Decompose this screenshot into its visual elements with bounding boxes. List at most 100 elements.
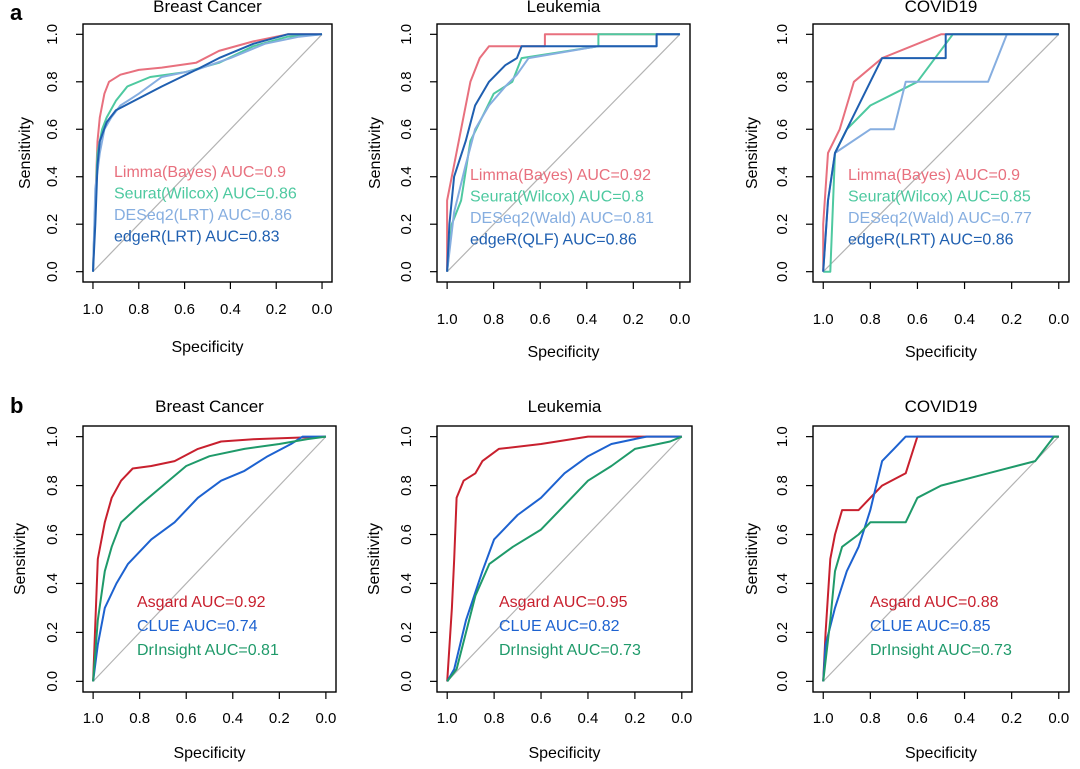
- legend-entry-drinsight: DrInsight AUC=0.73: [499, 642, 641, 659]
- panel-label-b: b: [10, 393, 23, 418]
- plot-frame: [436, 23, 691, 283]
- chart-title: Leukemia: [527, 0, 601, 16]
- x-tick-label: 1.0: [437, 311, 458, 328]
- y-tick-label: 0.2: [44, 214, 61, 235]
- roc-curve-drinsight: [822, 435, 1059, 682]
- roc-plot-2: Leukemia 1.0 0.8 0.6 0.4 0.2 0.0 0.0 0.2 0.4 0.6 0.…: [367, 0, 691, 361]
- chart-title: Leukemia: [528, 397, 602, 416]
- plot-frame: [812, 23, 1070, 283]
- legend-entry-deseq2: DESeq2(Wald) AUC=0.81: [470, 210, 654, 227]
- diagonal-reference-line: [822, 33, 1060, 273]
- y-axis-label: Sensitivity: [744, 117, 761, 189]
- y-tick-label: 0.6: [398, 524, 415, 545]
- x-tick-label: 0.6: [907, 311, 928, 328]
- x-tick-label: 0.2: [266, 301, 287, 318]
- y-tick-label: 0.4: [774, 166, 791, 187]
- x-tick-label: 0.0: [1048, 710, 1069, 727]
- roc-curve-edger: [92, 33, 322, 272]
- x-axis-label: Specificity: [905, 745, 977, 762]
- y-tick-label: 0.0: [398, 261, 415, 282]
- y-tick-label: 1.0: [774, 426, 791, 447]
- panel-label-a: a: [10, 0, 23, 25]
- y-tick-label: 0.8: [44, 475, 61, 496]
- roc-curve-deseq2: [92, 33, 323, 272]
- legend-entry-edger: edgeR(QLF) AUC=0.86: [470, 232, 637, 249]
- y-tick-label: 1.0: [44, 24, 61, 45]
- legend-entry-asgard: Asgard AUC=0.92: [137, 594, 266, 611]
- legend-entry-clue: CLUE AUC=0.82: [499, 618, 620, 635]
- legend-entry-asgard: Asgard AUC=0.95: [499, 594, 628, 611]
- x-tick-label: 0.0: [671, 710, 692, 727]
- x-tick-label: 1.0: [813, 311, 834, 328]
- y-axis-label: Sensitivity: [17, 117, 34, 189]
- roc-curve-limma: [822, 33, 1059, 272]
- y-tick-label: 0.4: [44, 166, 61, 187]
- x-tick-label: 0.2: [1001, 311, 1022, 328]
- roc-curve-edger: [822, 33, 1059, 272]
- x-tick-label: 0.2: [1001, 710, 1022, 727]
- plot-frame: [436, 425, 693, 693]
- x-tick-label: 0.2: [269, 710, 290, 727]
- y-tick-label: 0.6: [44, 524, 61, 545]
- x-tick-label: 0.4: [576, 311, 597, 328]
- y-tick-label: 1.0: [44, 426, 61, 447]
- x-tick-label: 0.0: [1048, 311, 1069, 328]
- legend-entry-deseq2: DESeq2(Wald) AUC=0.77: [848, 210, 1032, 227]
- x-tick-label: 0.4: [954, 710, 975, 727]
- legend-entry-edger: edgeR(LRT) AUC=0.83: [114, 229, 280, 246]
- x-tick-label: 0.8: [129, 710, 150, 727]
- roc-curve-drinsight: [446, 435, 683, 683]
- x-tick-label: 0.8: [128, 301, 149, 318]
- x-tick-label: 0.0: [669, 311, 690, 328]
- diagonal-reference-line: [822, 436, 1060, 682]
- diagonal-reference-line: [92, 436, 327, 682]
- legend-entry-limma: Limma(Bayes) AUC=0.92: [470, 167, 651, 184]
- legend-entry-deseq2: DESeq2(LRT) AUC=0.86: [114, 207, 292, 224]
- x-axis-label: Specificity: [173, 745, 245, 762]
- y-tick-label: 1.0: [398, 24, 415, 45]
- roc-curve-edger: [446, 33, 680, 272]
- x-tick-label: 1.0: [437, 710, 458, 727]
- x-tick-label: 0.4: [222, 710, 243, 727]
- y-tick-label: 1.0: [774, 24, 791, 45]
- x-tick-label: 0.4: [954, 311, 975, 328]
- y-tick-label: 0.4: [774, 573, 791, 594]
- roc-curve-asgard: [92, 435, 326, 682]
- legend-entry-seurat: Seurat(Wilcox) AUC=0.8: [470, 189, 644, 206]
- roc-curve-asgard: [446, 435, 682, 682]
- y-axis-label: Sensitivity: [12, 523, 29, 595]
- x-tick-label: 1.0: [813, 710, 834, 727]
- y-tick-label: 0.2: [398, 214, 415, 235]
- y-tick-label: 0.0: [44, 671, 61, 692]
- x-axis-label: Specificity: [905, 344, 977, 361]
- roc-curve-limma: [446, 33, 680, 272]
- x-tick-label: 0.4: [220, 301, 241, 318]
- y-tick-label: 0.8: [398, 475, 415, 496]
- y-axis-label: Sensitivity: [744, 523, 761, 595]
- legend-entry-drinsight: DrInsight AUC=0.73: [870, 642, 1012, 659]
- x-tick-label: 0.2: [623, 311, 644, 328]
- roc-plot-1: Breast Cancer 1.0 0.8 0.6 0.4 0.2 0.0 0.0 0.2 0.4…: [17, 0, 333, 356]
- x-tick-label: 0.6: [530, 311, 551, 328]
- roc-plot-3: COVID19 1.0 0.8 0.6 0.4 0.2 0.0 0.0 0.2 0.4 0.6 0.8…: [744, 0, 1070, 361]
- y-tick-label: 0.0: [44, 261, 61, 282]
- x-tick-label: 0.6: [174, 301, 195, 318]
- x-tick-label: 0.0: [315, 710, 336, 727]
- legend-entry-clue: CLUE AUC=0.85: [870, 618, 991, 635]
- x-tick-label: 0.4: [578, 710, 599, 727]
- roc-curve-seurat: [823, 33, 1059, 273]
- y-tick-label: 0.8: [398, 71, 415, 92]
- y-tick-label: 0.0: [398, 671, 415, 692]
- x-tick-label: 1.0: [83, 301, 104, 318]
- diagonal-reference-line: [92, 33, 323, 273]
- y-tick-label: 0.2: [44, 622, 61, 643]
- roc-curve-asgard: [822, 435, 1059, 682]
- roc-curve-clue: [92, 435, 326, 682]
- legend-entry-clue: CLUE AUC=0.74: [137, 618, 258, 635]
- diagonal-reference-line: [446, 33, 681, 273]
- y-tick-label: 0.4: [44, 573, 61, 594]
- roc-curve-seurat: [446, 33, 680, 272]
- x-tick-label: 0.6: [907, 710, 928, 727]
- x-tick-label: 0.0: [312, 301, 333, 318]
- y-tick-label: 1.0: [398, 426, 415, 447]
